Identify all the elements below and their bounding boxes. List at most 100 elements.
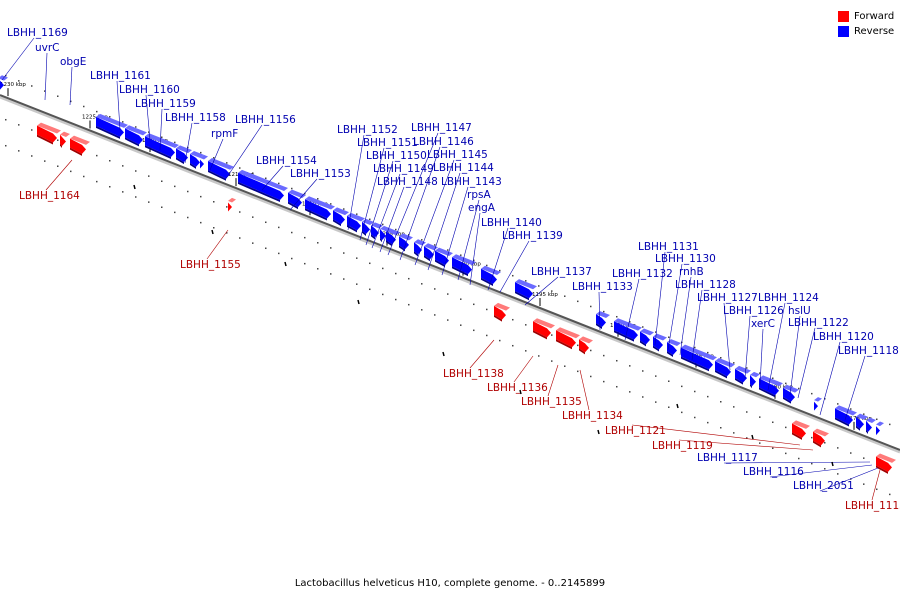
gene-shadow bbox=[96, 125, 120, 139]
guide-dot bbox=[252, 242, 254, 244]
guide-dot bbox=[317, 268, 319, 270]
guide-dot bbox=[421, 309, 423, 311]
gene-top bbox=[494, 302, 510, 311]
gene-label-reverse: LBHH_1159 bbox=[135, 98, 196, 110]
guide-dot bbox=[70, 100, 72, 103]
gene-top bbox=[176, 145, 192, 154]
guide-dot bbox=[772, 421, 774, 424]
gene-label-forward: LBHH_1136 bbox=[487, 382, 548, 394]
gene-shadow bbox=[424, 255, 430, 262]
guide-dot bbox=[681, 411, 683, 414]
gene-shadow bbox=[783, 396, 791, 404]
guide-dot bbox=[200, 221, 202, 224]
guide-dot bbox=[694, 346, 696, 349]
label-leader bbox=[469, 212, 481, 286]
guide-dot bbox=[356, 283, 358, 285]
gene-top bbox=[96, 113, 128, 128]
gene-top bbox=[835, 405, 857, 416]
gene-label-forward: LBHH_1115 bbox=[845, 500, 900, 512]
gene-box bbox=[876, 456, 892, 472]
gene-top bbox=[556, 327, 580, 339]
gene-top bbox=[200, 154, 208, 160]
guide-dot bbox=[538, 355, 540, 357]
guide-dot bbox=[746, 437, 748, 439]
label-leader bbox=[819, 341, 841, 416]
gene-top bbox=[681, 344, 717, 361]
guide-dot bbox=[5, 144, 7, 147]
gene-shadow bbox=[386, 240, 392, 247]
gene-box bbox=[60, 134, 66, 147]
gene-label-reverse: LBHH_1149 bbox=[373, 163, 434, 175]
label-leader bbox=[667, 263, 683, 351]
gene-box bbox=[814, 400, 818, 411]
gene-shadow bbox=[866, 429, 868, 434]
guide-dot bbox=[785, 426, 787, 429]
guide-dot bbox=[720, 427, 722, 429]
label-leader bbox=[44, 52, 48, 101]
track-dash bbox=[676, 403, 679, 409]
gene-box bbox=[667, 342, 677, 356]
guide-dot bbox=[265, 177, 267, 180]
gene-shadow bbox=[347, 224, 357, 233]
gene-label-reverse: LBHH_1116 bbox=[743, 466, 804, 478]
guide-dot bbox=[148, 201, 150, 203]
guide-dot bbox=[707, 421, 709, 424]
gene-shadow bbox=[533, 330, 547, 340]
guide-dot bbox=[759, 372, 761, 374]
gene-shadow bbox=[494, 314, 502, 322]
label-leader bbox=[723, 302, 731, 371]
gene-label-reverse: LBHH_1145 bbox=[427, 149, 488, 161]
guide-dot bbox=[356, 257, 358, 259]
gene-label-forward: LBHH_1138 bbox=[443, 368, 504, 380]
gene-top bbox=[667, 339, 681, 347]
guide-dot bbox=[31, 155, 33, 157]
guide-dot bbox=[551, 360, 553, 362]
gene-top bbox=[876, 421, 884, 427]
gene-top bbox=[37, 122, 61, 134]
gene-label-reverse: LBHH_1169 bbox=[7, 27, 68, 39]
label-leader bbox=[691, 289, 703, 361]
guide-dot bbox=[720, 357, 722, 359]
gene-shadow bbox=[333, 219, 341, 227]
gene-shadow bbox=[556, 339, 572, 350]
gene-shadow bbox=[735, 377, 743, 385]
guide-dot bbox=[668, 380, 670, 382]
guide-dot bbox=[200, 151, 202, 154]
gene-box bbox=[759, 378, 779, 396]
guide-dot bbox=[460, 324, 462, 326]
gene-label-reverse: LBHH_1156 bbox=[235, 114, 296, 126]
guide-dot bbox=[330, 273, 332, 275]
gene-top bbox=[70, 135, 90, 145]
gene-shadow bbox=[238, 181, 280, 203]
guide-dot bbox=[161, 180, 163, 183]
label-leader bbox=[513, 355, 534, 383]
guide-dot bbox=[135, 170, 137, 172]
guide-dot bbox=[772, 447, 774, 450]
guide-dot bbox=[577, 370, 579, 373]
guide-dot bbox=[759, 416, 761, 418]
gene-shadow bbox=[792, 432, 802, 440]
gene-label-reverse: LBHH_1130 bbox=[655, 253, 716, 265]
gene-shadow bbox=[640, 340, 646, 347]
guide-dot bbox=[148, 131, 150, 133]
gene-label-reverse: LBHH_1148 bbox=[377, 176, 438, 188]
track-dash bbox=[751, 434, 754, 440]
label-leader bbox=[371, 173, 401, 249]
label-leader bbox=[819, 467, 879, 492]
label-leader bbox=[744, 315, 751, 379]
guide-dot bbox=[109, 185, 111, 188]
label-leader bbox=[499, 240, 530, 293]
gene-shadow bbox=[653, 345, 659, 352]
reverse-swatch bbox=[838, 26, 849, 37]
guide-dot bbox=[226, 232, 228, 234]
guide-dot bbox=[876, 488, 878, 491]
gene-label-reverse: xerC bbox=[751, 318, 775, 330]
label-leader bbox=[69, 66, 73, 106]
gene-label-forward: LBHH_1121 bbox=[605, 425, 666, 437]
gene-label-reverse: LBHH_1120 bbox=[813, 331, 874, 343]
guide-dot bbox=[109, 115, 111, 118]
guide-dot bbox=[213, 201, 215, 203]
guide-dot bbox=[161, 136, 163, 139]
guide-dot bbox=[239, 211, 241, 213]
guide-dot bbox=[369, 288, 371, 291]
